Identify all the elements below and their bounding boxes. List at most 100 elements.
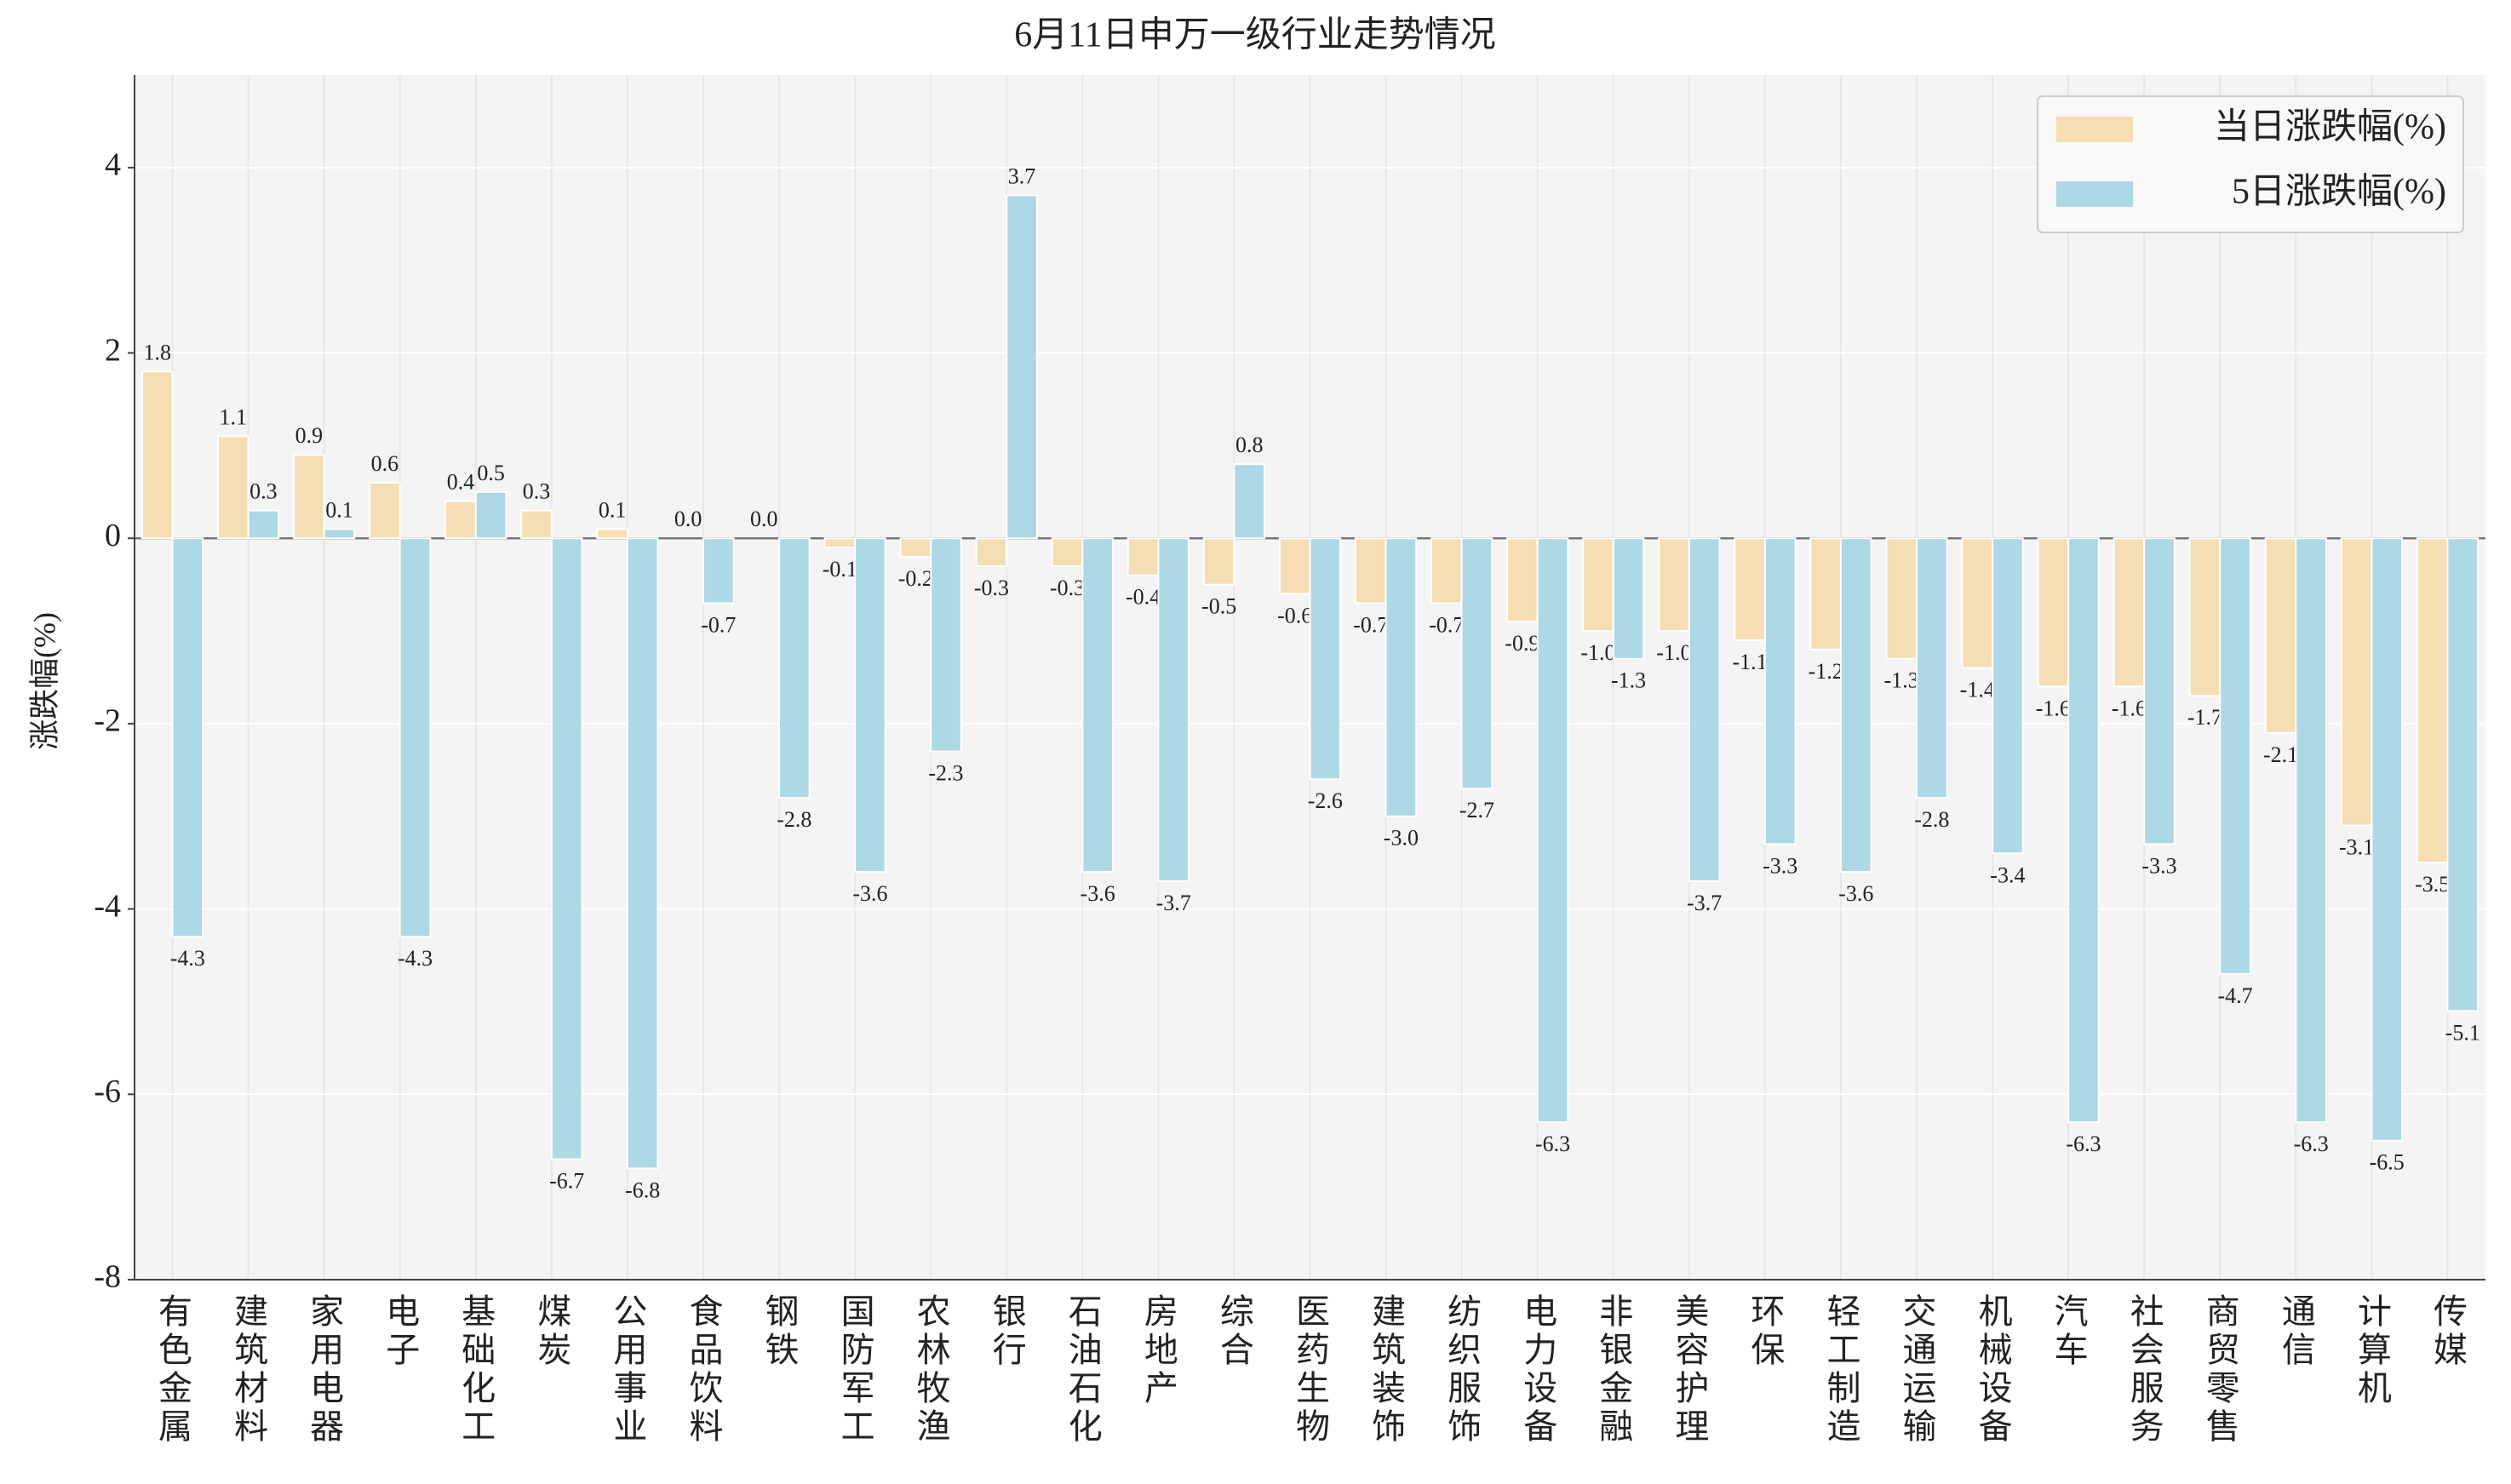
- bar: [1051, 537, 1084, 567]
- value-label: -3.6: [1081, 881, 1115, 906]
- value-label: 0.8: [1235, 433, 1264, 457]
- legend-box: [2037, 95, 2464, 233]
- value-label: -1.1: [1732, 650, 1767, 674]
- bar: [1839, 537, 1872, 874]
- value-label: -1.2: [1809, 659, 1843, 684]
- bar: [1734, 537, 1766, 641]
- bar: [2219, 537, 2251, 975]
- value-label: -3.3: [1763, 853, 1797, 878]
- y-axis-label: 涨跌幅(%): [27, 612, 61, 750]
- value-label: -5.1: [2445, 1020, 2480, 1045]
- value-label: -0.3: [1050, 576, 1085, 600]
- bar: [1506, 537, 1539, 623]
- x-tick-label: 食品饮料: [684, 1293, 723, 1447]
- value-label: -2.7: [1459, 798, 1494, 822]
- x-tick-label: 电力设备: [1518, 1293, 1556, 1447]
- value-label: -0.3: [974, 576, 1009, 600]
- bar: [2371, 537, 2404, 1142]
- bar: [550, 537, 583, 1160]
- value-label: -1.4: [1960, 678, 1995, 702]
- value-label: -0.9: [1505, 631, 1539, 656]
- bar: [1384, 537, 1418, 817]
- bar: [975, 537, 1008, 567]
- value-label: -6.8: [625, 1177, 660, 1202]
- y-tick-label: 0: [105, 518, 121, 553]
- bar: [2067, 537, 2100, 1123]
- value-label: -3.4: [1990, 862, 2025, 887]
- value-label: -0.7: [1353, 612, 1388, 637]
- x-tick-label: 传媒: [2428, 1293, 2468, 1370]
- y-tick-label: -6: [94, 1074, 121, 1109]
- bar: [2113, 537, 2146, 688]
- x-tick-label: 基础化工: [456, 1293, 495, 1447]
- x-tick-label: 建筑装饰: [1367, 1293, 1405, 1447]
- x-tick-label: 交通运输: [1898, 1293, 1936, 1447]
- value-label: -0.5: [1201, 594, 1236, 619]
- value-label: -6.7: [549, 1168, 584, 1193]
- x-tick-label: 有色金属: [153, 1293, 192, 1447]
- legend-label: 当日涨跌幅(%): [2214, 108, 2446, 147]
- value-label: -0.1: [823, 557, 857, 582]
- x-tick-label: 非银金融: [1594, 1293, 1632, 1447]
- bar: [1202, 537, 1235, 586]
- value-label: -2.8: [1914, 807, 1949, 832]
- x-tick-label: 通信: [2277, 1293, 2315, 1370]
- value-label: 1.1: [220, 404, 248, 429]
- value-label: -3.6: [852, 881, 887, 906]
- bar: [1992, 537, 2024, 855]
- bar: [2446, 537, 2479, 1012]
- value-label: -1.6: [2036, 696, 2071, 720]
- bar: [2264, 537, 2297, 734]
- value-label: 0.4: [447, 470, 475, 495]
- value-label: -3.6: [1838, 881, 1873, 906]
- bar: [1582, 537, 1614, 633]
- value-label: 0.9: [295, 423, 324, 448]
- bar: [369, 481, 401, 540]
- bar: [398, 537, 432, 938]
- y-tick-label: -4: [94, 888, 121, 924]
- bar: [2037, 537, 2070, 688]
- legend-swatch: [2056, 117, 2133, 142]
- bar: [1612, 537, 1645, 660]
- x-tick-label: 商贸零售: [2201, 1293, 2239, 1447]
- bar: [1354, 537, 1387, 604]
- bar: [2295, 537, 2327, 1123]
- value-label: -4.7: [2218, 983, 2253, 1008]
- value-label: -3.5: [2415, 872, 2450, 897]
- x-tick-label: 银行: [988, 1293, 1027, 1370]
- x-tick-label: 社会服务: [2125, 1293, 2164, 1447]
- value-label: -3.3: [2141, 853, 2176, 878]
- value-label: -1.3: [1884, 668, 1919, 693]
- bar: [171, 537, 204, 938]
- x-tick-label: 电子: [381, 1293, 419, 1370]
- bar: [899, 537, 932, 559]
- y-tick-label: -8: [94, 1259, 121, 1295]
- bar: [702, 537, 735, 604]
- bar: [1081, 537, 1114, 874]
- x-tick-label: 医药生物: [1291, 1293, 1329, 1447]
- value-label: -1.0: [1580, 640, 1615, 665]
- value-label: -4.3: [170, 946, 205, 971]
- value-label: -2.6: [1308, 788, 1343, 813]
- value-label: -1.0: [1656, 640, 1691, 665]
- bar: [2188, 537, 2221, 697]
- bar: [474, 490, 507, 540]
- bar: [1536, 537, 1569, 1123]
- bar: [1309, 537, 1342, 781]
- bar: [1006, 194, 1038, 540]
- x-tick-label: 美容护理: [1670, 1293, 1708, 1447]
- bar: [854, 537, 886, 874]
- value-label: 3.7: [1008, 163, 1036, 188]
- bar: [1658, 537, 1690, 633]
- value-label: -2.8: [777, 807, 811, 832]
- bar: [247, 509, 280, 540]
- bar: [1916, 537, 1948, 799]
- bar: [596, 528, 628, 540]
- value-label: -0.7: [1429, 612, 1464, 637]
- bar: [1233, 463, 1266, 540]
- value-label: 0.1: [599, 497, 627, 522]
- value-label: -4.3: [398, 946, 433, 971]
- x-tick-label: 综合: [1215, 1293, 1253, 1370]
- x-tick-label: 机械设备: [1974, 1293, 2012, 1447]
